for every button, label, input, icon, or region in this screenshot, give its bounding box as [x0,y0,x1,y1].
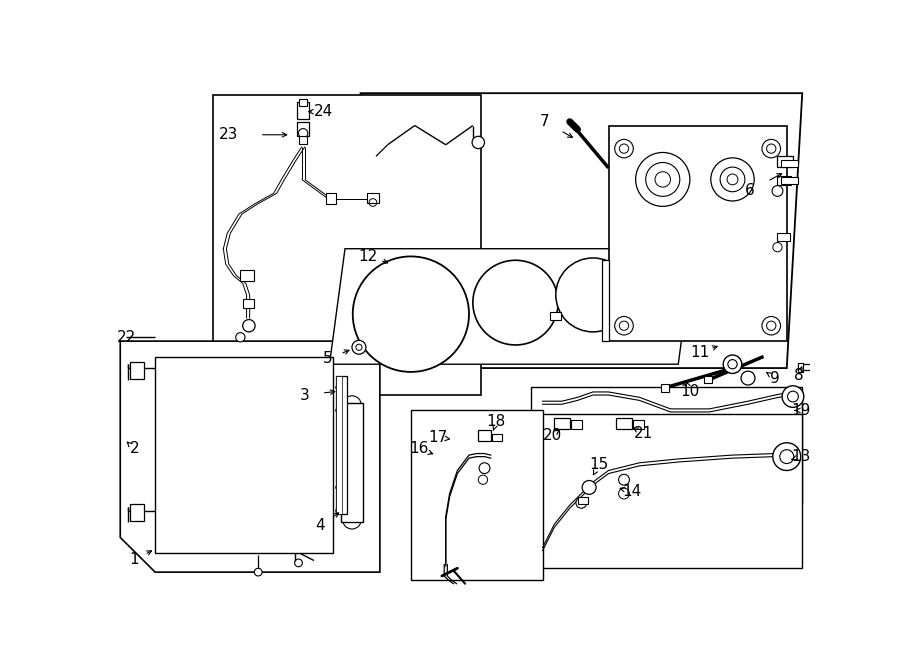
Bar [798,364,813,370]
Circle shape [618,488,629,499]
Bar [780,177,797,184]
Circle shape [556,258,630,332]
Text: 7: 7 [540,114,550,129]
Circle shape [762,317,780,335]
Bar [578,496,589,504]
Text: 12: 12 [358,249,378,264]
Text: 21: 21 [634,426,653,441]
Circle shape [782,386,804,407]
Circle shape [762,139,780,158]
Bar [492,434,501,442]
Text: 23: 23 [219,128,238,142]
Text: 5: 5 [323,352,333,366]
Circle shape [336,385,340,389]
Text: 24: 24 [314,104,333,119]
Circle shape [479,463,490,473]
Circle shape [336,508,340,513]
Circle shape [353,256,469,372]
Circle shape [243,319,255,332]
Bar [778,156,793,167]
Bar [300,136,307,144]
Text: 4: 4 [315,518,325,533]
Bar [798,363,803,372]
Bar [531,387,802,503]
Text: 18: 18 [487,414,506,430]
Circle shape [635,153,690,206]
Text: 13: 13 [791,449,810,464]
Circle shape [724,355,742,373]
Bar [213,95,481,395]
Circle shape [478,475,488,485]
Circle shape [582,481,596,494]
Bar [662,384,669,392]
Circle shape [356,344,362,350]
Text: 9: 9 [770,371,780,385]
Bar [130,362,143,379]
Circle shape [472,136,484,149]
Bar [531,414,802,568]
Text: 11: 11 [690,345,709,360]
Text: 6: 6 [744,184,754,198]
Bar [778,176,791,185]
Text: 19: 19 [791,403,810,418]
Bar [336,375,342,514]
Circle shape [773,443,801,471]
Bar [336,375,347,514]
Bar [240,270,255,281]
Text: 10: 10 [680,383,699,399]
Text: 16: 16 [409,442,428,456]
Bar [478,430,491,442]
Circle shape [576,498,587,508]
Bar [608,126,787,341]
Bar [616,418,632,429]
Circle shape [236,332,245,342]
Circle shape [615,139,634,158]
Text: 15: 15 [590,457,608,472]
Circle shape [336,408,340,412]
Bar [130,504,143,522]
Text: 2: 2 [130,442,139,456]
Bar [326,193,337,204]
Circle shape [299,129,308,138]
Bar [572,420,582,429]
Text: 1: 1 [130,553,139,567]
Bar [551,312,562,319]
Circle shape [615,317,634,335]
Polygon shape [345,93,802,368]
Bar [366,193,379,202]
Circle shape [772,186,783,196]
Circle shape [343,396,361,414]
Bar [780,160,797,167]
Circle shape [352,340,366,354]
Circle shape [741,371,755,385]
Bar [778,233,790,241]
Polygon shape [329,249,694,364]
Bar [243,299,254,308]
Bar [634,420,644,429]
Bar [297,122,310,136]
Circle shape [711,158,754,201]
Circle shape [336,485,340,490]
Text: 17: 17 [428,430,447,445]
Bar [554,418,570,429]
Bar [704,375,712,383]
Bar [341,403,363,522]
Circle shape [773,243,782,252]
Text: 3: 3 [300,387,310,403]
Text: 8: 8 [794,368,803,383]
Text: 14: 14 [622,484,642,499]
Text: 22: 22 [117,330,136,345]
Polygon shape [155,356,333,553]
Circle shape [472,260,558,345]
Circle shape [255,568,262,576]
Circle shape [343,510,361,529]
Bar [411,410,543,580]
Circle shape [618,475,629,485]
Bar [297,102,310,120]
Polygon shape [121,341,380,572]
Bar [300,99,307,106]
Bar [602,260,608,341]
Text: 20: 20 [543,428,562,443]
